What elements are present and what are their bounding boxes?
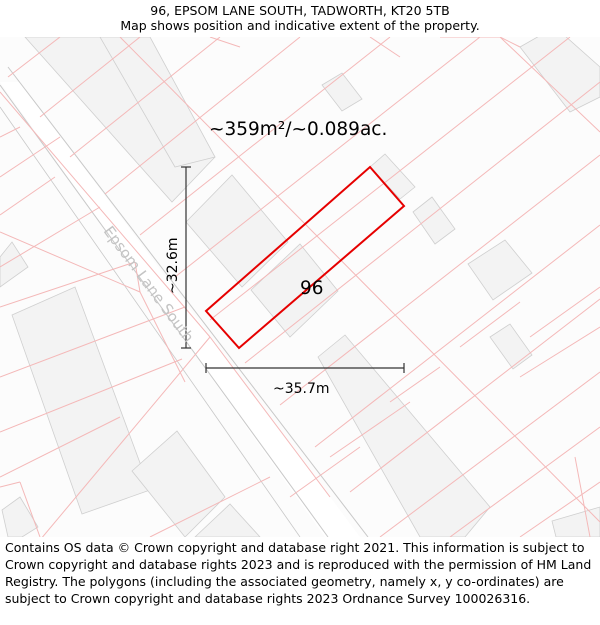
property-outline[interactable] <box>204 165 406 350</box>
width-measure-label: ~35.7m <box>273 381 330 397</box>
road-epsom-lane-south <box>0 66 369 537</box>
area-label: ~359m²/~0.089ac. <box>209 119 387 140</box>
width-measure <box>205 363 405 373</box>
map-header: 96, EPSOM LANE SOUTH, TADWORTH, KT20 5TB… <box>0 0 600 37</box>
map-canvas: Epsom Lane South ~359m²/~0.089ac. 96 ~32… <box>0 37 600 537</box>
address-title: 96, EPSOM LANE SOUTH, TADWORTH, KT20 5TB <box>150 3 450 18</box>
attribution-footer: Contains OS data © Crown copyright and d… <box>5 540 592 606</box>
property-map[interactable]: Epsom Lane South ~359m²/~0.089ac. 96 ~32… <box>0 37 600 537</box>
road-label: Epsom Lane South <box>100 223 198 346</box>
map-subtitle: Map shows position and indicative extent… <box>120 18 480 33</box>
height-measure-label: ~32.6m <box>165 237 181 294</box>
height-measure <box>181 166 191 349</box>
property-number-label: 96 <box>300 278 324 299</box>
parcel-boundaries <box>0 37 600 537</box>
